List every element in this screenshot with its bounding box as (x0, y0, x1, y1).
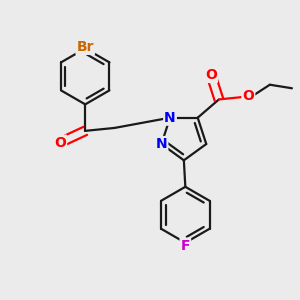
Text: Br: Br (76, 40, 94, 54)
Text: O: O (205, 68, 217, 82)
Text: F: F (181, 239, 190, 253)
Text: N: N (164, 111, 176, 125)
Text: O: O (242, 88, 254, 103)
Text: N: N (156, 137, 167, 151)
Text: O: O (54, 136, 66, 150)
